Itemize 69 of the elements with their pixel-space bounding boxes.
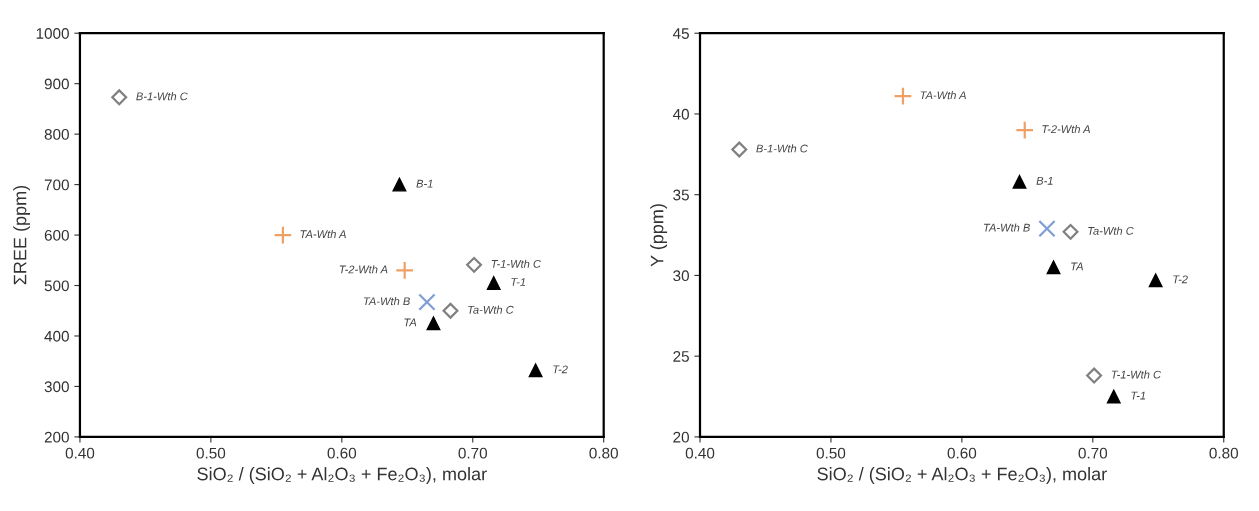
point [273, 225, 293, 245]
annotation: TA-Wth A [920, 91, 966, 100]
point [442, 302, 459, 319]
x-tick-label: 0.50 [196, 447, 226, 459]
annotation: T-1-Wth C [491, 259, 542, 268]
x-tick-label: 0.80 [1209, 447, 1239, 459]
y-tick-label: 400 [44, 330, 69, 342]
point [111, 89, 128, 106]
point [1086, 367, 1103, 384]
annotation: T-2 [1173, 275, 1188, 284]
point [1046, 260, 1061, 275]
annotation: B-1 [416, 179, 433, 188]
y-axis-title: Y (ppm) [650, 204, 668, 267]
annotation: TA [1071, 262, 1083, 271]
annotation: TA-Wth A [300, 229, 346, 239]
point [466, 256, 483, 273]
point [1038, 219, 1056, 238]
x-tick-label: 0.40 [65, 447, 95, 459]
annotation: TA [404, 318, 417, 327]
y-tick-label: 300 [44, 381, 69, 393]
x-tick-label: 0.60 [947, 447, 977, 459]
x-tick-label: 0.70 [1078, 447, 1108, 459]
annotation: T-2 [553, 365, 568, 374]
x-tick-label: 0.60 [327, 447, 357, 459]
y-tick-label: 35 [673, 189, 689, 201]
point [392, 177, 407, 192]
point [1012, 174, 1027, 189]
y-tick-label: 900 [44, 78, 69, 90]
annotation: Ta-Wth C [1088, 226, 1134, 235]
annotation: T-1 [1131, 391, 1146, 400]
x-tick-label: 0.80 [589, 447, 618, 459]
y-tick-label: 30 [673, 270, 689, 282]
y-tick-label: 700 [44, 179, 69, 191]
annotation: T-2-Wth A [339, 265, 388, 274]
y-tick-label: 500 [44, 280, 69, 292]
x-tick-label: 0.40 [685, 447, 715, 459]
point [1106, 389, 1121, 404]
y-tick-label: 25 [673, 351, 689, 362]
point [426, 316, 441, 331]
y-tick-label: 20 [673, 431, 689, 443]
point [395, 260, 415, 280]
y-tick-label: 200 [44, 431, 69, 443]
point [418, 293, 436, 311]
point [731, 141, 748, 158]
annotation: B-1 [1036, 177, 1053, 185]
annotation: T-1-Wth C [1111, 370, 1162, 379]
x-tick-label: 0.50 [816, 447, 846, 459]
point [1148, 273, 1163, 288]
annotation: Ta-Wth C [468, 305, 514, 314]
point [486, 276, 501, 290]
annotation: T-2-Wth A [1042, 124, 1090, 134]
annotation: B-1-Wth C [136, 92, 188, 101]
y-tick-label: 45 [672, 28, 689, 39]
point [893, 86, 913, 106]
x-axis-title: SiO₂ / (SiO₂ + Al₂O₃ + Fe₂O₃), molar [817, 467, 1107, 484]
y-tick-label: 1000 [36, 28, 69, 39]
point [1015, 120, 1035, 140]
annotation: TA-Wth B [983, 223, 1030, 232]
annotation: T-1 [511, 278, 526, 286]
x-tick-label: 0.70 [458, 447, 488, 459]
y-tick-label: 800 [44, 129, 69, 140]
point [528, 363, 543, 378]
y-axis-title: ΣREE (ppm) [13, 185, 30, 285]
y-tick-label: 600 [44, 229, 69, 241]
annotation: B-1-Wth C [756, 144, 808, 153]
x-axis-title: SiO₂ / (SiO₂ + Al₂O₃ + Fe₂O₃), molar [197, 467, 487, 484]
annotation: TA-Wth B [363, 296, 410, 306]
point [1062, 223, 1079, 240]
y-tick-label: 40 [672, 108, 689, 120]
